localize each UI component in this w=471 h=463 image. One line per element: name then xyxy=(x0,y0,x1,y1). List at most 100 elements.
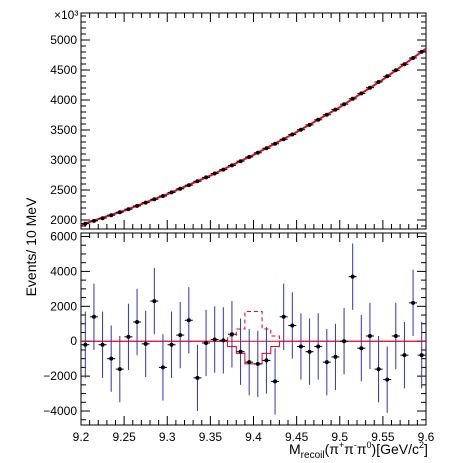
top-data-point xyxy=(109,213,114,218)
residual-point xyxy=(350,274,355,279)
top-exponent-label: ×10³ xyxy=(54,8,78,22)
x-axis-title-paren: (π xyxy=(325,441,340,457)
residual-point xyxy=(307,349,312,354)
residual-point xyxy=(91,314,96,319)
top-data-point xyxy=(204,175,209,180)
bottom-xtick-label: 9.45 xyxy=(285,430,309,444)
top-ytick-label: 5000 xyxy=(50,33,77,47)
residual-point xyxy=(83,342,88,347)
residual-point xyxy=(238,349,243,354)
bottom-ytick-label: 0 xyxy=(70,334,77,348)
residual-point xyxy=(264,358,269,363)
top-data-point xyxy=(83,221,88,226)
y-axis-title: Events/ 10 MeV xyxy=(23,197,39,296)
residual-point xyxy=(393,333,398,338)
residual-point xyxy=(126,334,131,339)
top-data-point xyxy=(229,163,234,168)
x-axis-title-sup3: 0 xyxy=(367,440,372,450)
residual-point xyxy=(290,323,295,328)
bottom-ytick-label: 4000 xyxy=(50,264,77,278)
residual-point xyxy=(109,356,114,361)
bottom-ytick-label: −2000 xyxy=(43,369,77,383)
residual-point xyxy=(255,361,260,366)
top-data-point xyxy=(91,218,96,223)
x-axis-title-sup4: 2 xyxy=(419,440,424,450)
top-panel: 2000 2500 3000 3500 4000 4500 5000 xyxy=(50,12,427,230)
top-ytick-label: 4500 xyxy=(50,63,77,77)
residual-point xyxy=(143,341,148,346)
x-axis-title-sup1: + xyxy=(339,440,344,450)
residual-point xyxy=(178,333,183,338)
bottom-xtick-label: 9.6 xyxy=(418,430,435,444)
x-axis-title-sup2: - xyxy=(354,440,357,450)
top-data-point xyxy=(393,68,398,73)
top-ytick-label: 2000 xyxy=(50,213,77,227)
top-data-point xyxy=(307,122,312,127)
residual-point xyxy=(316,344,321,349)
top-data-point xyxy=(359,91,364,96)
residual-point xyxy=(385,377,390,382)
top-data-point xyxy=(117,210,122,215)
bottom-ytick-label: 2000 xyxy=(50,299,77,313)
bottom-xtick-label: 9.35 xyxy=(199,430,223,444)
top-data-point xyxy=(195,179,200,184)
top-data-point xyxy=(221,167,226,172)
residual-point xyxy=(221,338,226,343)
top-data-point xyxy=(419,49,424,54)
residual-point xyxy=(281,314,286,319)
fit-curve xyxy=(80,47,427,226)
residual-point xyxy=(229,332,234,337)
top-data-point xyxy=(350,96,355,101)
residual-point xyxy=(324,360,329,365)
top-ytick-label: 3500 xyxy=(50,123,77,137)
top-data-point xyxy=(385,74,390,79)
residual-point xyxy=(298,344,303,349)
residual-point xyxy=(117,367,122,372)
top-data-point xyxy=(255,150,260,155)
top-data-point xyxy=(247,155,252,159)
residual-point xyxy=(212,337,217,342)
residual-point xyxy=(100,342,105,347)
residual-point xyxy=(359,346,364,351)
residual-point xyxy=(135,320,140,325)
x-axis-title: Mrecoil(π+π-π0)[GeV/c2] xyxy=(289,440,428,461)
residual-point xyxy=(273,379,278,384)
top-data-point xyxy=(402,62,407,67)
bottom-ytick-label: −4000 xyxy=(43,404,77,418)
top-data-point xyxy=(143,200,148,205)
bottom-xtick-label: 9.2 xyxy=(73,430,90,444)
bottom-panel: −4000 −2000 0 2000 4000 6000 9.2 9.25 9.3 9.35 9.4… xyxy=(43,229,434,444)
top-ytick-label: 3000 xyxy=(50,153,77,167)
top-data-point xyxy=(281,137,286,142)
top-data-point xyxy=(126,207,131,212)
top-data-point xyxy=(411,56,416,60)
top-data-point xyxy=(186,183,191,188)
residual-point xyxy=(402,353,407,358)
top-data-point xyxy=(135,203,140,208)
bottom-frame xyxy=(80,232,427,426)
top-data-point xyxy=(290,132,295,137)
x-axis-title-mid2: π xyxy=(357,441,367,457)
top-data-point xyxy=(169,190,174,195)
top-data-point xyxy=(298,127,303,132)
top-data-point xyxy=(238,159,243,164)
residual-point xyxy=(195,375,200,380)
top-data-point xyxy=(333,107,338,112)
residual-point xyxy=(411,300,416,305)
bottom-xtick-label: 9.5 xyxy=(331,430,348,444)
top-data-point xyxy=(367,85,372,90)
bottom-xtick-label: 9.4 xyxy=(245,430,262,444)
top-data-point xyxy=(376,80,381,84)
top-data-point xyxy=(212,171,217,176)
residual-point xyxy=(152,299,157,304)
residual-point xyxy=(186,318,191,323)
residual-point xyxy=(333,354,338,359)
top-frame xyxy=(80,12,427,230)
top-data-point xyxy=(160,194,165,198)
residual-point xyxy=(169,342,174,347)
residual-point xyxy=(160,365,165,370)
top-data-point xyxy=(152,197,157,202)
top-data-point xyxy=(100,216,105,221)
signal-step-dashed xyxy=(227,311,280,342)
top-ytick-label: 4000 xyxy=(50,93,77,107)
